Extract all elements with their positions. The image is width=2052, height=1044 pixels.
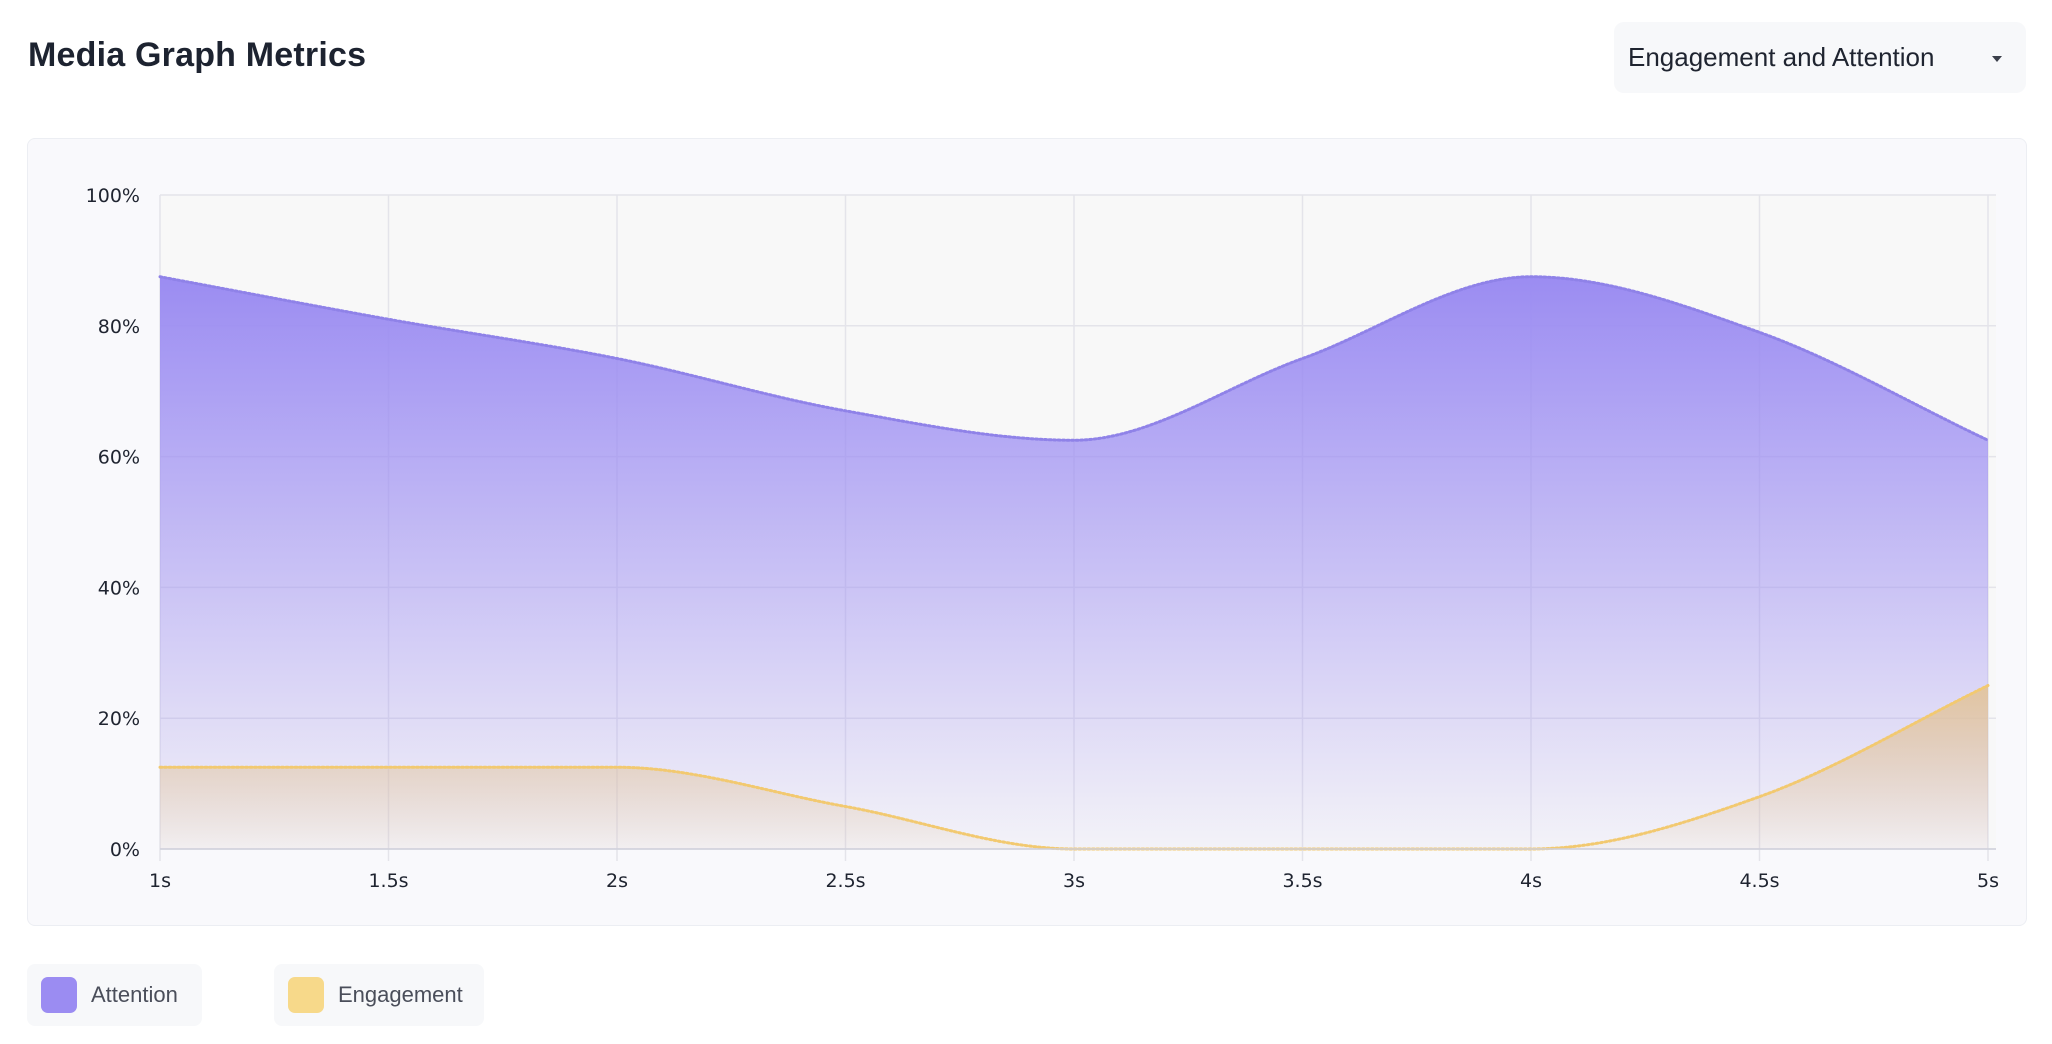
legend-swatch-attention: [41, 977, 77, 1013]
x-tick-label: 3.5s: [1282, 870, 1322, 892]
y-tick-label: 100%: [86, 185, 140, 207]
area-attention: [160, 276, 1988, 849]
y-tick-label: 20%: [98, 708, 140, 730]
x-tick-label: 5s: [1977, 870, 1999, 892]
x-tick-label: 1.5s: [368, 870, 408, 892]
page-title: Media Graph Metrics: [28, 36, 367, 74]
y-tick-label: 80%: [98, 316, 140, 338]
legend-item-attention[interactable]: Attention: [27, 964, 202, 1026]
legend-swatch-engagement: [288, 977, 324, 1013]
x-tick-label: 2s: [606, 870, 628, 892]
axes: 0% 20% 40% 60% 80% 100% 1s 1.5s 2s 2.5s 3s 3.5s 4s 4.…: [86, 185, 1999, 892]
x-tick-label: 4s: [1520, 870, 1542, 892]
x-tick-label: 3s: [1063, 870, 1085, 892]
metric-select[interactable]: Engagement and Attention: [1614, 22, 2026, 93]
x-tick-label: 1s: [149, 870, 171, 892]
chart-card: 0% 20% 40% 60% 80% 100% 1s 1.5s 2s 2.5s 3s 3.5s 4s 4.…: [27, 138, 2027, 926]
chevron-down-icon[interactable]: [1992, 56, 2002, 62]
x-tick-label: 4.5s: [1739, 870, 1779, 892]
y-tick-label: 0%: [110, 839, 140, 861]
metric-select-value: Engagement and Attention: [1628, 42, 1935, 72]
legend-item-engagement[interactable]: Engagement: [274, 964, 484, 1026]
y-tick-label: 60%: [98, 447, 140, 469]
x-tick-label: 2.5s: [825, 870, 865, 892]
area-chart: 0% 20% 40% 60% 80% 100% 1s 1.5s 2s 2.5s 3s 3.5s 4s 4.…: [86, 185, 1999, 892]
area-engagement: [160, 685, 1988, 849]
legend-label-engagement: Engagement: [338, 982, 463, 1007]
line-attention: [158, 275, 1990, 442]
y-tick-label: 40%: [98, 577, 140, 599]
legend-label-attention: Attention: [91, 982, 178, 1007]
